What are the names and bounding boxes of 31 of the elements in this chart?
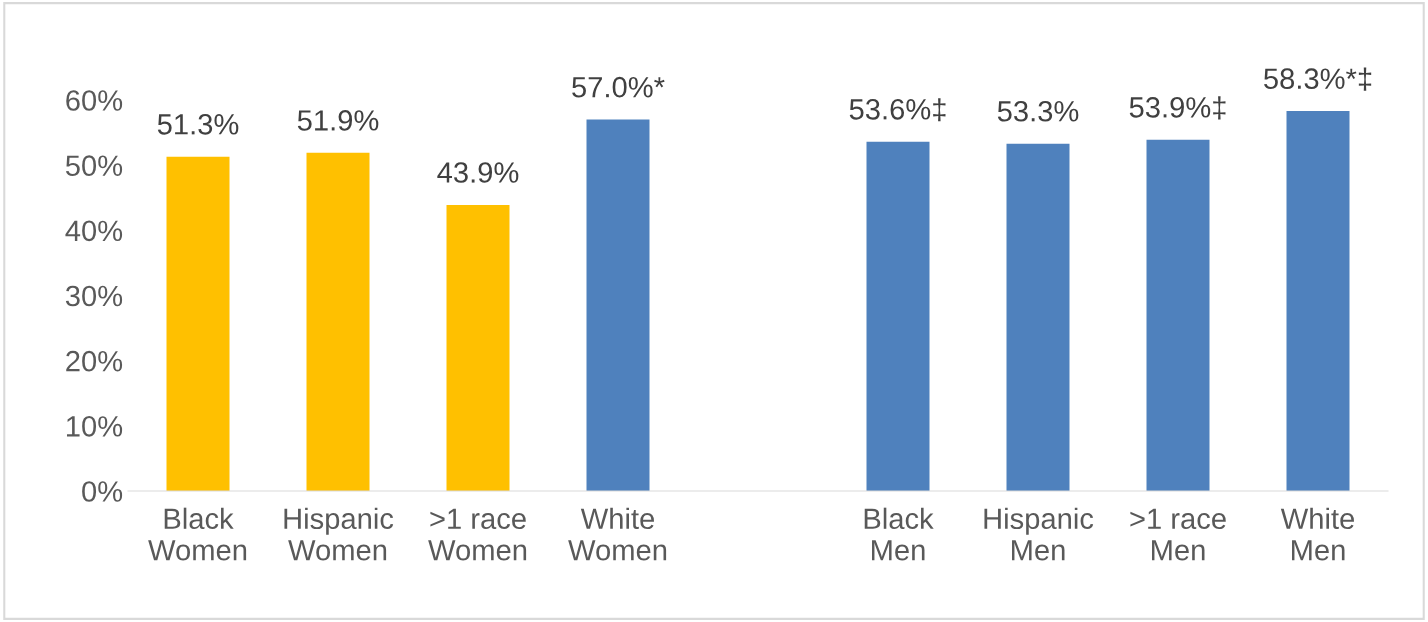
- data-label: 51.9%: [297, 110, 379, 131]
- x-tick-label: >1 race Women: [428, 508, 527, 561]
- x-tick-label: >1 race Men: [1130, 508, 1226, 561]
- y-tick-label: 40%: [65, 220, 123, 242]
- bar: [306, 152, 370, 491]
- data-label: 57.0%*: [572, 76, 665, 98]
- bar: [586, 119, 650, 491]
- x-tick-label: Black Women: [148, 507, 247, 561]
- x-tick-label: Hispanic Women: [284, 507, 394, 561]
- data-label: 53.6%‡: [849, 98, 946, 122]
- x-tick-label: White Women: [568, 507, 667, 561]
- bar: [1286, 111, 1350, 491]
- x-tick-label: White Men: [1280, 507, 1354, 561]
- y-tick-label: 50%: [65, 155, 123, 177]
- y-tick-label: 20%: [66, 350, 123, 372]
- data-label: 51.3%: [157, 113, 239, 135]
- bar: [1006, 143, 1070, 491]
- data-label: 58.3%*‡: [1264, 67, 1372, 91]
- bar: [446, 204, 510, 491]
- y-tick-label: 10%: [66, 416, 123, 437]
- bar: [166, 156, 230, 491]
- bar: [866, 141, 930, 491]
- y-tick-label: 30%: [65, 285, 123, 307]
- y-tick-label: 60%: [66, 90, 123, 111]
- data-label: 43.9%: [437, 162, 519, 183]
- x-tick-label: Hispanic Men: [984, 507, 1094, 561]
- data-label: 53.9%‡: [1129, 96, 1226, 120]
- x-tick-label: Black Men: [864, 507, 934, 561]
- data-label: 53.3%: [997, 100, 1079, 122]
- bar: [1146, 139, 1210, 491]
- y-tick-label: 0%: [82, 481, 123, 502]
